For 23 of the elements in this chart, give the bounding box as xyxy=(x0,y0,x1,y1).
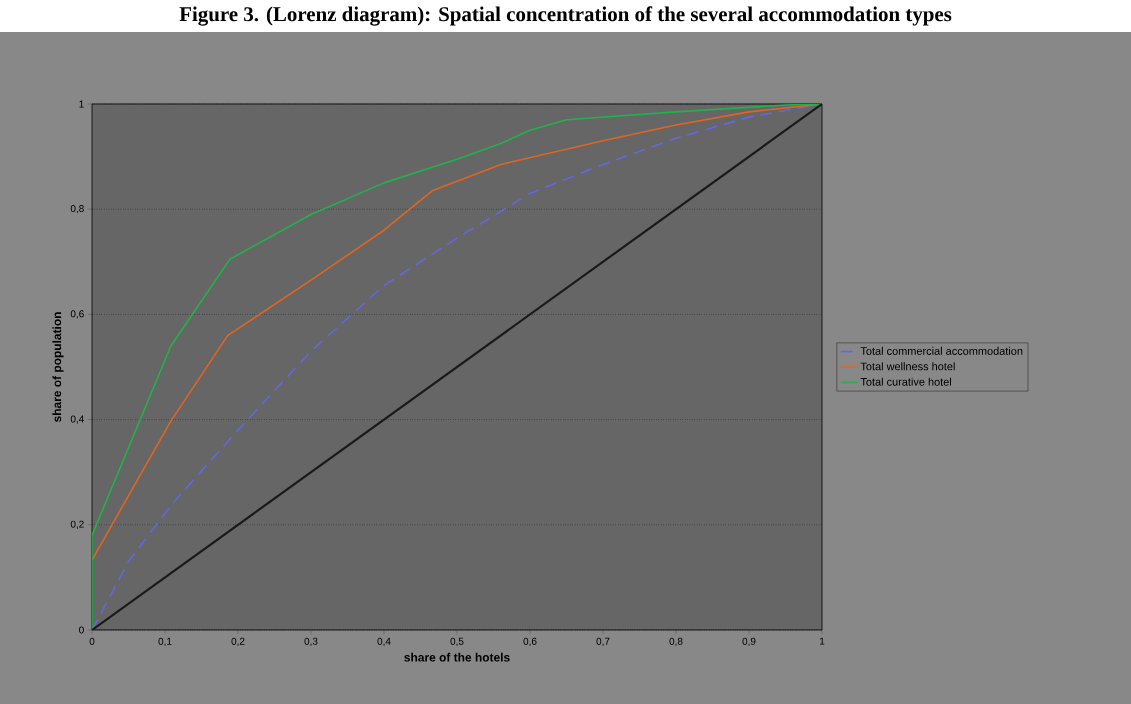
x-tick-label: 0,7 xyxy=(596,637,610,646)
x-tick-label: 0,9 xyxy=(742,637,756,646)
legend-label: Total wellness hotel xyxy=(860,362,955,371)
y-tick-label: 0 xyxy=(79,626,84,634)
legend-label: Total curative hotel xyxy=(860,377,952,386)
x-tick-label: 0,6 xyxy=(523,637,537,646)
x-tick-label: 0,2 xyxy=(231,637,245,646)
y-tick-label: 0,6 xyxy=(70,310,84,319)
x-tick-label: 0,3 xyxy=(304,637,318,646)
y-axis-title: share of population xyxy=(52,312,64,423)
x-tick-label: 0,4 xyxy=(377,637,391,646)
y-tick-label: 1 xyxy=(79,100,84,108)
x-tick-label: 0,5 xyxy=(450,637,464,646)
y-tick-label: 0,4 xyxy=(70,415,84,424)
x-tick-label: 0,8 xyxy=(669,637,683,646)
y-tick-label: 0,8 xyxy=(70,205,84,214)
x-tick-label: 0,1 xyxy=(158,637,172,646)
chart-title: Figure 3. (Lorenz diagram): Spatial concentration of the several accommodation types xyxy=(179,6,952,26)
x-axis-title: share of the hotels xyxy=(404,652,510,662)
x-tick-label: 0 xyxy=(89,637,95,645)
x-tick-label: 1 xyxy=(820,637,825,645)
legend-label: Total commercial accommodation xyxy=(860,346,1023,355)
y-tick-label: 0,2 xyxy=(70,520,84,529)
